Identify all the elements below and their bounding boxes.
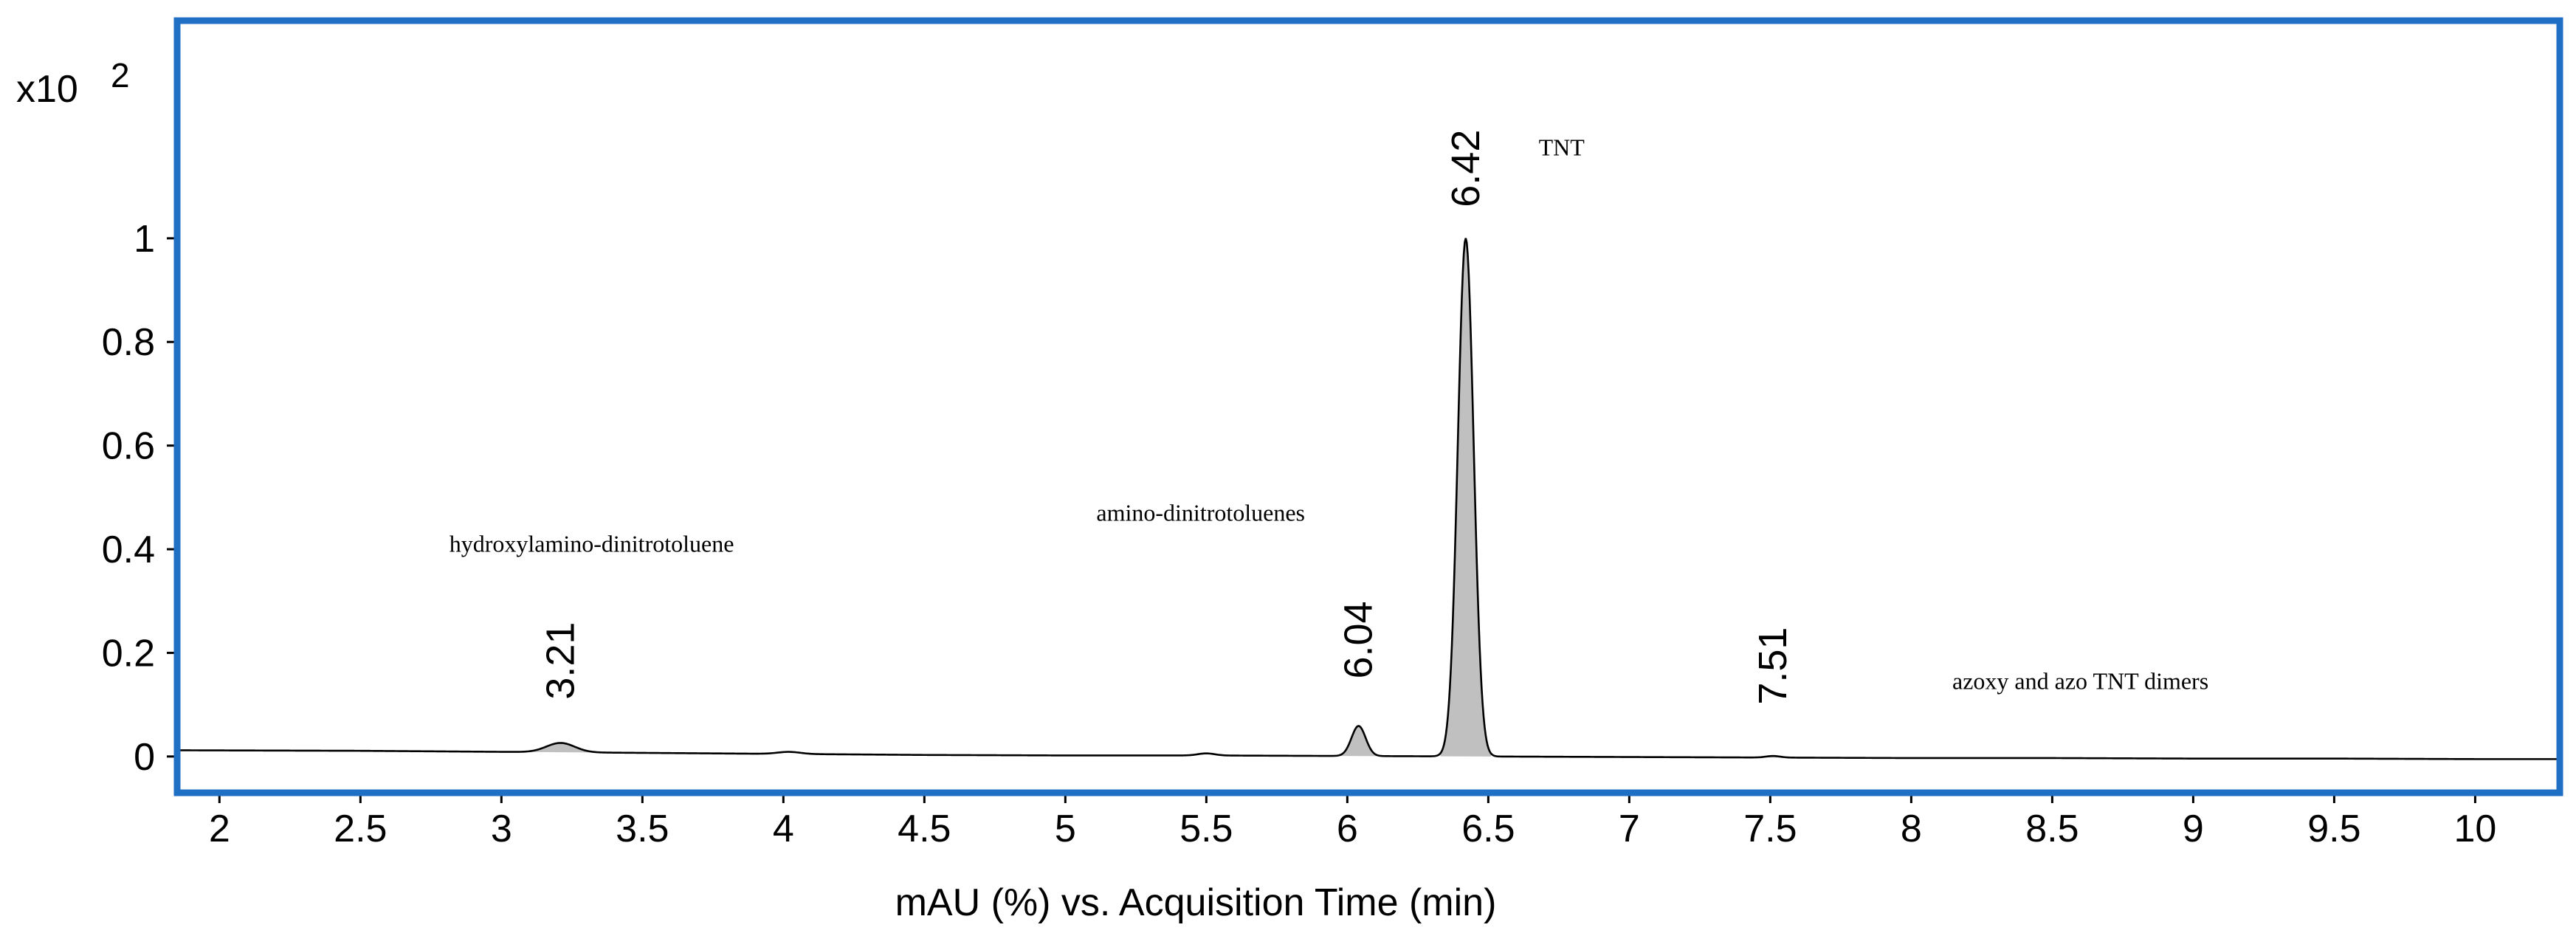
- peak-label-3.21: 3.21: [539, 622, 583, 700]
- peak-label-6.04: 6.04: [1337, 601, 1381, 678]
- x-tick-label: 10: [2453, 808, 2496, 850]
- label-layer: 3.21 6.04 6.42 7.51 TNT hydroxylamino-dinitro…: [450, 130, 2208, 705]
- x-tick-label: 4: [773, 808, 794, 850]
- x-axis-label: mAU (%) vs. Acquisition Time (min): [895, 881, 1497, 924]
- annotation-3: azoxy and azo TNT dimers: [1952, 668, 2208, 695]
- x-tick-label: 4.5: [898, 808, 951, 850]
- x-tick-label: 9: [2183, 808, 2204, 850]
- peak-label-6.42: 6.42: [1444, 130, 1488, 207]
- annotation-1: hydroxylamino-dinitrotoluene: [450, 531, 734, 557]
- x-tick-label: 3.5: [616, 808, 669, 850]
- x-tick-label: 2: [209, 808, 230, 850]
- y-tick-label: 0: [134, 736, 155, 779]
- peak-area-3: [1336, 726, 1382, 757]
- y-multiplier-exponent: 2: [111, 56, 130, 94]
- tick-layer: 0 0.2 0.4 0.6 0.8 1 2 2.5 3 3.5 4 4.5 5 5.5 6 6.5 7 7.5 8 8…: [102, 218, 2497, 850]
- x-tick-label: 5.5: [1179, 808, 1233, 850]
- x-tick-label: 8.5: [2025, 808, 2079, 850]
- plot-layer: [176, 238, 2560, 760]
- x-tick-label: 9.5: [2307, 808, 2360, 850]
- annotation-0: TNT: [1539, 134, 1585, 161]
- x-tick-label: 6: [1337, 808, 1358, 850]
- y-tick-label: 0.4: [102, 529, 155, 571]
- x-tick-label: 6.5: [1461, 808, 1515, 850]
- plot-frame: [173, 17, 2563, 796]
- y-tick-label: 0.6: [102, 425, 155, 468]
- annotation-2: amino-dinitrotoluenes: [1096, 499, 1305, 526]
- y-multiplier-label: x10: [16, 68, 78, 111]
- x-tick-label: 8: [1901, 808, 1922, 850]
- chromatogram-trace: [176, 238, 2560, 760]
- x-tick-label: 5: [1055, 808, 1076, 850]
- x-tick-label: 3: [491, 808, 512, 850]
- y-tick-label: 1: [134, 218, 155, 261]
- peak-label-7.51: 7.51: [1751, 627, 1795, 705]
- x-tick-label: 7.5: [1743, 808, 1797, 850]
- y-tick-label: 0.8: [102, 321, 155, 364]
- y-tick-label: 0.2: [102, 632, 155, 675]
- peak-area-4: [1440, 238, 1492, 757]
- x-tick-label: 2.5: [334, 808, 387, 850]
- x-tick-label: 7: [1619, 808, 1640, 850]
